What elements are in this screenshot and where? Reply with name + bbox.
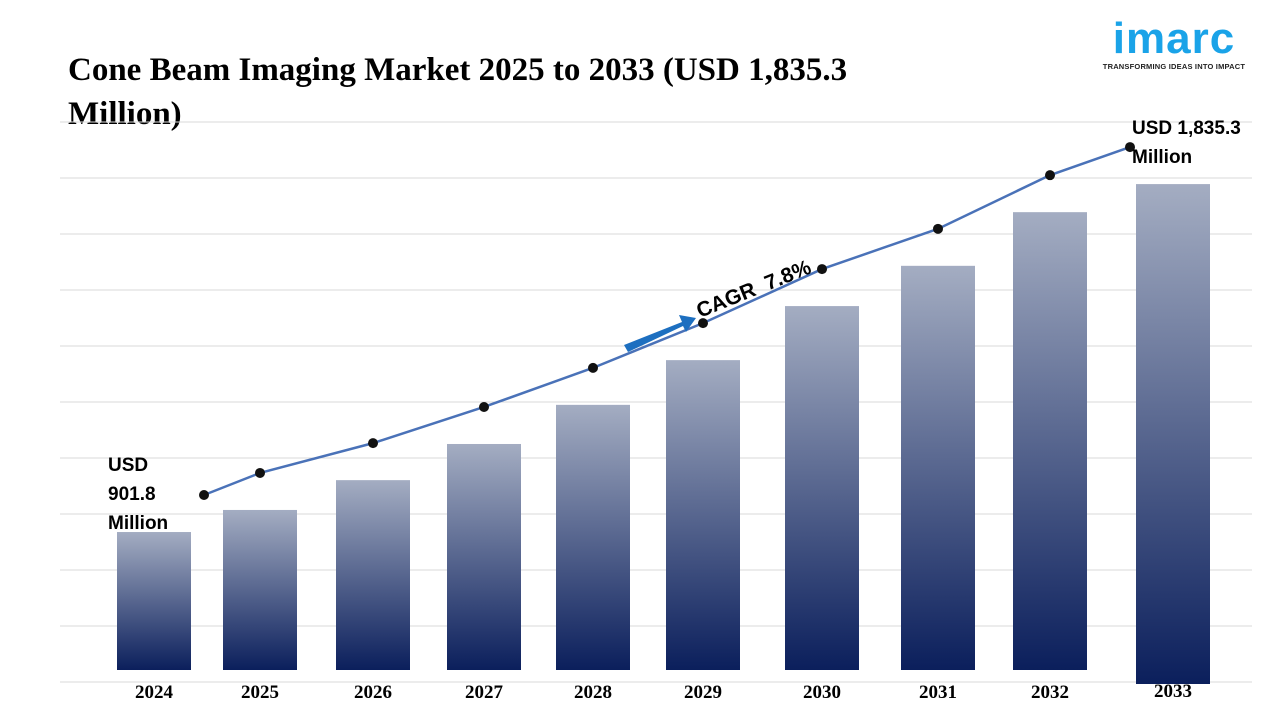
- x-tick-label: 2025: [241, 682, 279, 703]
- bar-2026: [336, 480, 410, 670]
- bar-2029: [666, 360, 740, 670]
- cagr-arrow: [624, 315, 696, 352]
- start-label-line: 901.8: [108, 484, 156, 505]
- trend-line: [203, 145, 1131, 497]
- x-tick-label: 2026: [354, 682, 392, 703]
- x-tick-label: 2030: [803, 682, 841, 703]
- start-label-line: USD: [108, 455, 149, 476]
- line-marker-2027: [479, 401, 489, 412]
- x-tick-label: 2028: [574, 682, 612, 703]
- logo-word: imarc: [1112, 14, 1236, 63]
- line-marker-2025: [255, 467, 265, 478]
- bar-2025: [223, 509, 297, 670]
- line-marker-2028: [588, 362, 598, 373]
- bar-2028: [556, 404, 630, 670]
- line-marker-2033: [1125, 142, 1135, 153]
- logo-tagline: TRANSFORMING IDEAS INTO IMPACT: [1102, 62, 1246, 71]
- line-marker-2031: [933, 223, 943, 234]
- line-marker-2024: [199, 490, 209, 501]
- imarc-logo: imarc TRANSFORMING IDEAS INTO IMPACT: [1094, 14, 1254, 72]
- bar-2030: [785, 306, 859, 670]
- x-tick-label: 2033: [1154, 681, 1192, 702]
- x-tick-label: 2027: [465, 682, 504, 703]
- bar-2024: [117, 532, 191, 670]
- x-tick-label: 2024: [135, 682, 174, 703]
- start-label-line: Million: [108, 513, 169, 534]
- start-value-label: USD 901.8 Million: [108, 451, 168, 538]
- line-marker-2029: [698, 318, 708, 329]
- bar-2031: [901, 265, 975, 670]
- line-marker-2032: [1045, 170, 1055, 181]
- bar-2033: [1136, 184, 1210, 685]
- line-marker-2026: [368, 438, 378, 449]
- end-value-label: USD 1,835.3 Million: [1132, 114, 1241, 172]
- line-marker-2030: [817, 264, 827, 275]
- bar-2032: [1013, 212, 1087, 671]
- bar-2027: [447, 443, 521, 670]
- x-tick-label: 2032: [1031, 682, 1069, 703]
- end-label-line: USD 1,835.3: [1132, 118, 1241, 139]
- x-tick-label: 2029: [684, 682, 722, 703]
- chart-title: Cone Beam Imaging Market 2025 to 2033 (U…: [68, 52, 848, 132]
- end-label-line: Million: [1132, 147, 1193, 168]
- x-tick-label: 2031: [919, 682, 957, 703]
